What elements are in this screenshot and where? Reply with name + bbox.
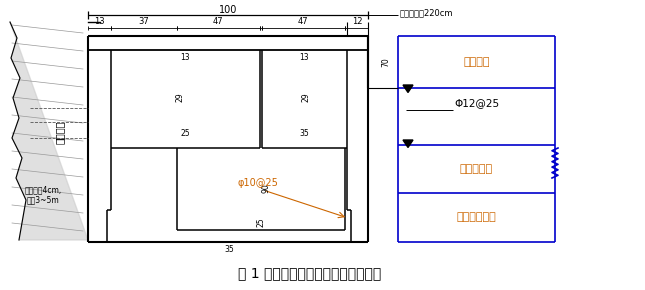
Text: 37: 37	[139, 17, 149, 26]
Polygon shape	[10, 22, 88, 240]
Text: 25: 25	[256, 217, 265, 227]
Text: 29: 29	[302, 92, 311, 102]
Text: 道床板底面: 道床板底面	[460, 164, 493, 174]
Text: 35: 35	[299, 128, 309, 137]
Text: 29: 29	[176, 92, 185, 102]
Text: 13: 13	[181, 53, 190, 63]
Text: 图 1 水沟及通信信号电缆槽结构详图: 图 1 水沟及通信信号电缆槽结构详图	[239, 266, 382, 280]
Text: φ10@25: φ10@25	[237, 178, 279, 188]
Text: 13: 13	[299, 53, 309, 63]
Text: 12: 12	[352, 17, 362, 26]
Text: 无砟轨道垫层: 无砟轨道垫层	[457, 213, 497, 222]
Text: 35: 35	[224, 246, 233, 255]
Text: 70: 70	[381, 57, 390, 67]
Polygon shape	[403, 140, 413, 148]
Text: 100: 100	[219, 5, 237, 15]
Text: 流水槽宽4cm,
间距3~5m: 流水槽宽4cm, 间距3~5m	[25, 185, 62, 205]
Text: 90: 90	[261, 183, 270, 193]
Text: 25: 25	[181, 128, 190, 137]
Text: 47: 47	[213, 17, 224, 26]
Text: 正线路中线220cm: 正线路中线220cm	[400, 8, 453, 17]
Text: Φ12@25: Φ12@25	[454, 98, 499, 108]
Text: 二衬边墙: 二衬边墙	[55, 120, 65, 144]
Polygon shape	[403, 85, 413, 93]
Text: 47: 47	[298, 17, 308, 26]
Text: 13: 13	[94, 17, 105, 26]
Text: 内轨顶面: 内轨顶面	[463, 57, 490, 67]
